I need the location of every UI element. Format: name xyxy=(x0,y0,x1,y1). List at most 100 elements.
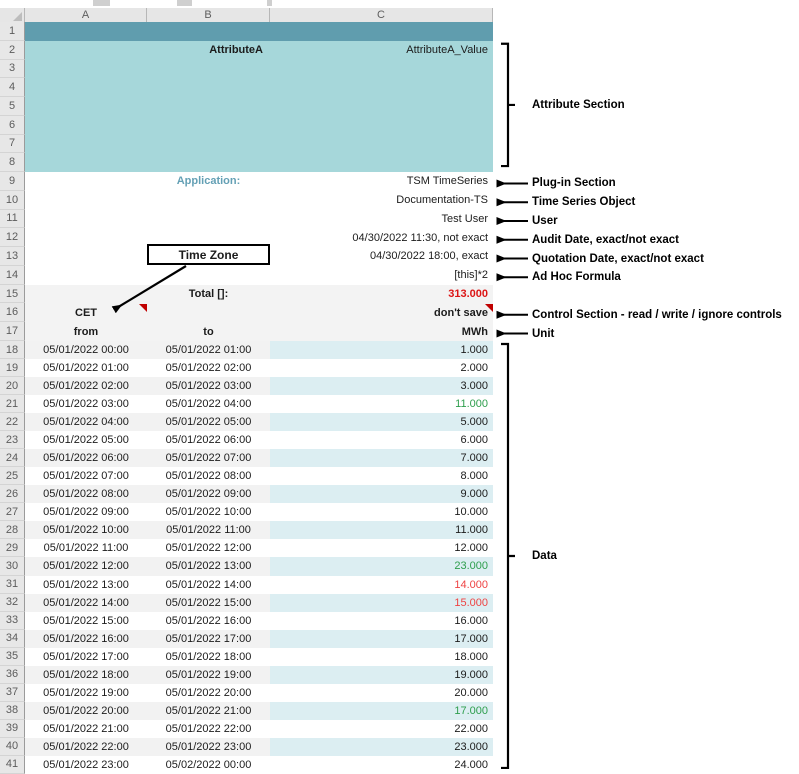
cell-A31[interactable]: 05/01/2022 13:00 xyxy=(25,575,147,594)
cell-C20[interactable]: 3.000 xyxy=(270,377,493,396)
cell-A16[interactable]: CET xyxy=(25,303,147,323)
cell-C35[interactable]: 18.000 xyxy=(270,647,493,666)
row-header-41[interactable]: 41 xyxy=(0,755,25,774)
row-header-3[interactable]: 3 xyxy=(0,59,25,79)
cell-B15[interactable]: Total []: xyxy=(147,284,270,304)
cell-C26[interactable]: 9.000 xyxy=(270,485,493,504)
row-header-18[interactable]: 18 xyxy=(0,341,25,360)
row-header-29[interactable]: 29 xyxy=(0,539,25,558)
cell-A12[interactable] xyxy=(25,228,147,248)
cell-C16[interactable]: don't save xyxy=(270,303,493,323)
cell-B7[interactable] xyxy=(147,134,270,154)
cell-B21[interactable]: 05/01/2022 04:00 xyxy=(147,395,270,414)
row-header-9[interactable]: 9 xyxy=(0,172,25,191)
cell-C18[interactable]: 1.000 xyxy=(270,341,493,360)
cell-A36[interactable]: 05/01/2022 18:00 xyxy=(25,665,147,684)
cell-B19[interactable]: 05/01/2022 02:00 xyxy=(147,359,270,378)
cell-A34[interactable]: 05/01/2022 16:00 xyxy=(25,629,147,648)
cell-B8[interactable] xyxy=(147,153,270,173)
row-header-23[interactable]: 23 xyxy=(0,431,25,450)
row-header-26[interactable]: 26 xyxy=(0,485,25,504)
cell-C36[interactable]: 19.000 xyxy=(270,665,493,684)
cell-B16[interactable] xyxy=(147,303,270,323)
cell-C32[interactable]: 15.000 xyxy=(270,593,493,612)
row-header-34[interactable]: 34 xyxy=(0,629,25,648)
cell-A22[interactable]: 05/01/2022 04:00 xyxy=(25,413,147,432)
row-header-16[interactable]: 16 xyxy=(0,303,25,323)
cell-A1[interactable] xyxy=(25,22,147,41)
cell-A8[interactable] xyxy=(25,153,147,173)
cell-A30[interactable]: 05/01/2022 12:00 xyxy=(25,557,147,576)
cell-B22[interactable]: 05/01/2022 05:00 xyxy=(147,413,270,432)
cell-C23[interactable]: 6.000 xyxy=(270,431,493,450)
cell-C17[interactable]: MWh xyxy=(270,322,493,341)
row-header-28[interactable]: 28 xyxy=(0,521,25,540)
cell-A32[interactable]: 05/01/2022 14:00 xyxy=(25,593,147,612)
cell-A27[interactable]: 05/01/2022 09:00 xyxy=(25,503,147,522)
cell-C28[interactable]: 11.000 xyxy=(270,521,493,540)
cell-B12[interactable] xyxy=(147,228,270,248)
cell-A7[interactable] xyxy=(25,134,147,154)
row-header-31[interactable]: 31 xyxy=(0,575,25,594)
row-header-12[interactable]: 12 xyxy=(0,228,25,248)
cell-A21[interactable]: 05/01/2022 03:00 xyxy=(25,395,147,414)
cell-C38[interactable]: 17.000 xyxy=(270,701,493,720)
cell-C25[interactable]: 8.000 xyxy=(270,467,493,486)
column-header-b[interactable]: B xyxy=(147,8,270,22)
cell-A40[interactable]: 05/01/2022 22:00 xyxy=(25,737,147,756)
row-header-19[interactable]: 19 xyxy=(0,359,25,378)
cell-C13[interactable]: 04/30/2022 18:00, exact xyxy=(270,247,493,266)
cell-A4[interactable] xyxy=(25,78,147,98)
cell-A26[interactable]: 05/01/2022 08:00 xyxy=(25,485,147,504)
cell-B34[interactable]: 05/01/2022 17:00 xyxy=(147,629,270,648)
cell-B41[interactable]: 05/02/2022 00:00 xyxy=(147,755,270,774)
cell-C11[interactable]: Test User xyxy=(270,209,493,229)
row-header-25[interactable]: 25 xyxy=(0,467,25,486)
cell-B31[interactable]: 05/01/2022 14:00 xyxy=(147,575,270,594)
row-header-7[interactable]: 7 xyxy=(0,134,25,154)
row-header-1[interactable]: 1 xyxy=(0,22,25,41)
cell-B4[interactable] xyxy=(147,78,270,98)
cell-B6[interactable] xyxy=(147,115,270,135)
row-header-27[interactable]: 27 xyxy=(0,503,25,522)
cell-A9[interactable] xyxy=(25,172,147,191)
cell-B29[interactable]: 05/01/2022 12:00 xyxy=(147,539,270,558)
row-header-2[interactable]: 2 xyxy=(0,40,25,60)
cell-C10[interactable]: Documentation-TS xyxy=(270,190,493,210)
row-header-11[interactable]: 11 xyxy=(0,209,25,229)
cell-B24[interactable]: 05/01/2022 07:00 xyxy=(147,449,270,468)
row-header-14[interactable]: 14 xyxy=(0,265,25,285)
cell-A33[interactable]: 05/01/2022 15:00 xyxy=(25,611,147,630)
cell-B28[interactable]: 05/01/2022 11:00 xyxy=(147,521,270,540)
select-all-corner[interactable] xyxy=(0,8,25,22)
cell-C9[interactable]: TSM TimeSeries xyxy=(270,172,493,191)
row-header-30[interactable]: 30 xyxy=(0,557,25,576)
cell-C40[interactable]: 23.000 xyxy=(270,737,493,756)
row-header-32[interactable]: 32 xyxy=(0,593,25,612)
cell-A29[interactable]: 05/01/2022 11:00 xyxy=(25,539,147,558)
row-header-6[interactable]: 6 xyxy=(0,115,25,135)
cell-C15[interactable]: 313.000 xyxy=(270,284,493,304)
cell-B11[interactable] xyxy=(147,209,270,229)
row-header-33[interactable]: 33 xyxy=(0,611,25,630)
cell-B38[interactable]: 05/01/2022 21:00 xyxy=(147,701,270,720)
cell-B37[interactable]: 05/01/2022 20:00 xyxy=(147,683,270,702)
row-header-24[interactable]: 24 xyxy=(0,449,25,468)
cell-C4[interactable] xyxy=(270,78,493,98)
cell-A25[interactable]: 05/01/2022 07:00 xyxy=(25,467,147,486)
cell-B17[interactable]: to xyxy=(147,322,270,341)
cell-C39[interactable]: 22.000 xyxy=(270,719,493,738)
cell-A17[interactable]: from xyxy=(25,322,147,341)
cell-A41[interactable]: 05/01/2022 23:00 xyxy=(25,755,147,774)
cell-B36[interactable]: 05/01/2022 19:00 xyxy=(147,665,270,684)
cell-A6[interactable] xyxy=(25,115,147,135)
cell-B20[interactable]: 05/01/2022 03:00 xyxy=(147,377,270,396)
row-header-17[interactable]: 17 xyxy=(0,322,25,341)
cell-B10[interactable] xyxy=(147,190,270,210)
row-header-15[interactable]: 15 xyxy=(0,284,25,304)
cell-A18[interactable]: 05/01/2022 00:00 xyxy=(25,341,147,360)
cell-C21[interactable]: 11.000 xyxy=(270,395,493,414)
cell-B35[interactable]: 05/01/2022 18:00 xyxy=(147,647,270,666)
cell-C41[interactable]: 24.000 xyxy=(270,755,493,774)
cell-B1[interactable] xyxy=(147,22,270,41)
